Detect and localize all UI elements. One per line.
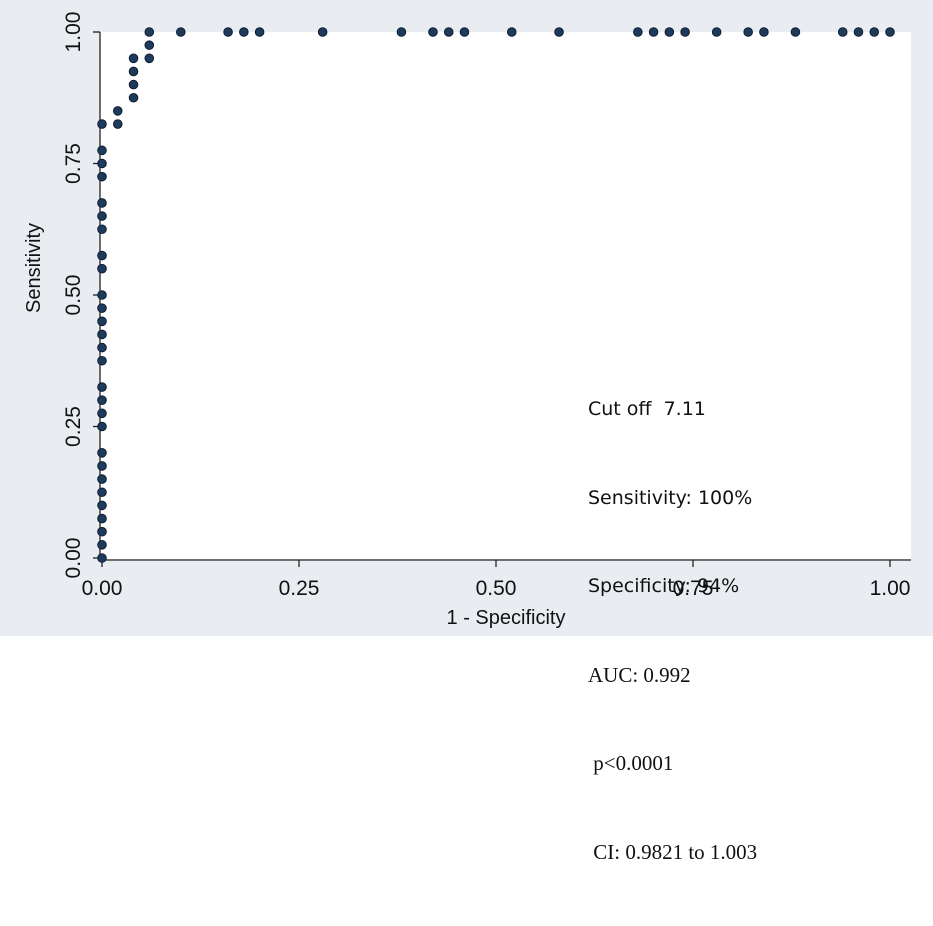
y-tick-label: 0.75 <box>62 143 85 184</box>
data-point <box>97 382 107 392</box>
data-point <box>128 53 139 64</box>
data-point <box>97 145 107 156</box>
data-point <box>97 211 107 221</box>
data-point <box>506 27 517 37</box>
x-tick-label: 0.75 <box>673 577 714 600</box>
data-point <box>97 408 107 419</box>
data-point <box>97 290 107 300</box>
x-tick-label: 0.25 <box>279 577 320 600</box>
x-axis-title: 1 - Specificity <box>447 607 566 629</box>
data-point <box>112 106 123 116</box>
data-point <box>128 79 139 90</box>
data-point <box>97 250 107 261</box>
data-point <box>428 27 438 37</box>
data-point <box>97 513 107 524</box>
data-point <box>97 474 107 484</box>
data-point <box>837 27 848 37</box>
data-point <box>711 27 722 37</box>
data-point <box>223 27 233 37</box>
data-point <box>633 27 643 37</box>
data-points <box>97 27 895 563</box>
data-point <box>97 171 107 182</box>
data-point <box>97 316 107 327</box>
data-point <box>128 92 139 103</box>
data-point <box>97 421 107 432</box>
data-point <box>144 53 155 64</box>
y-tick-label: 0.00 <box>62 538 85 579</box>
data-point <box>144 40 155 50</box>
data-point <box>176 27 186 37</box>
data-point <box>97 487 107 498</box>
data-point <box>790 27 801 37</box>
data-point <box>128 66 139 77</box>
data-point <box>97 198 107 208</box>
data-point <box>396 27 407 37</box>
annotation-specificity: Specificity: 94% <box>588 575 740 597</box>
data-point <box>759 27 769 37</box>
data-point <box>97 355 107 366</box>
data-point <box>885 27 895 37</box>
data-point <box>648 27 659 37</box>
data-point <box>239 27 249 37</box>
annotation-auc: AUC: 0.992 <box>588 662 691 687</box>
data-point <box>443 27 454 37</box>
data-point <box>97 329 107 340</box>
data-point <box>97 540 107 550</box>
data-point <box>664 27 675 37</box>
data-point <box>743 27 753 37</box>
data-point <box>97 342 107 353</box>
annotation-p-value: p<0.0001 <box>588 751 674 775</box>
data-point <box>853 27 864 37</box>
data-point <box>869 27 880 37</box>
data-point <box>97 461 107 471</box>
data-point <box>97 526 107 537</box>
data-point <box>97 448 107 458</box>
roc-chart-svg: 0.00 0.25 0.50 0.75 1.00 0.00 0.25 0.50 0.75 1.00… <box>0 0 933 636</box>
data-point <box>97 395 107 406</box>
data-point <box>97 158 107 169</box>
annotation-cutoff: Cut off 7.11 <box>588 398 706 420</box>
data-point <box>97 303 107 313</box>
x-tick-label: 0.00 <box>82 577 123 600</box>
y-axis-title: Sensitivity <box>23 223 45 313</box>
y-tick-label: 0.25 <box>62 406 85 447</box>
data-point <box>97 224 107 235</box>
annotation-sensitivity: Sensitivity: 100% <box>588 486 753 509</box>
data-point <box>459 27 470 37</box>
x-tick-label: 1.00 <box>870 577 911 600</box>
data-point <box>317 27 328 37</box>
annotation-ci: CI: 0.9821 to 1.003 <box>588 839 758 864</box>
data-point <box>554 27 564 37</box>
x-tick-label: 0.50 <box>476 577 517 600</box>
tick-labels: 0.00 0.25 0.50 0.75 1.00 0.00 0.25 0.50 0.75 1.00 <box>62 12 910 600</box>
data-point <box>112 119 123 129</box>
data-point <box>97 119 107 129</box>
plot-area <box>100 32 911 559</box>
data-point <box>97 500 107 511</box>
annotation-box: Cut off 7.11 Sensitivity: 100% Specifici… <box>588 336 757 926</box>
roc-chart: 0.00 0.25 0.50 0.75 1.00 0.00 0.25 0.50 0.75 1.00… <box>0 0 933 864</box>
data-point <box>97 553 107 563</box>
y-tick-label: 1.00 <box>62 12 85 53</box>
data-point <box>144 27 155 37</box>
data-point <box>680 27 690 37</box>
data-point <box>254 27 265 37</box>
y-tick-label: 0.50 <box>62 275 85 316</box>
data-point <box>97 263 107 274</box>
